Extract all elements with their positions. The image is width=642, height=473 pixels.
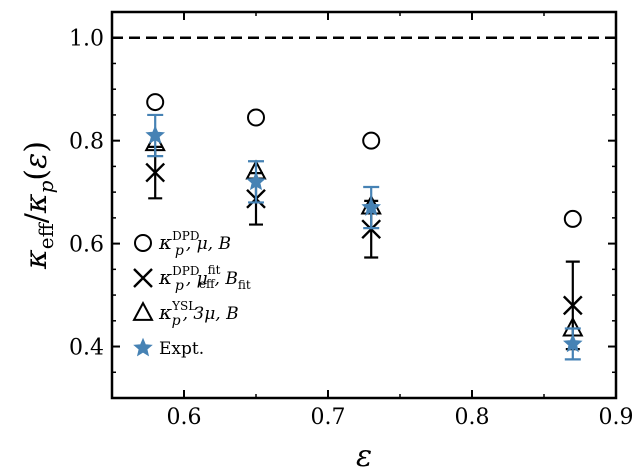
y-tick-label: 0.6 (69, 233, 104, 258)
legend-marker-star (133, 337, 153, 357)
x-tick-label: 0.9 (599, 405, 634, 430)
data-point-circle (563, 209, 582, 228)
y-axis-label: κeff/κp(ε) (19, 141, 58, 270)
data-point-circle (362, 131, 381, 150)
data-point-star (246, 171, 266, 191)
data-point-circle (247, 108, 265, 127)
legend: κDPD p, μ, B κDPD p, μfit eff, Bfit κYSL p, 3μ… (132, 229, 251, 359)
plot-area (112, 36, 616, 361)
axes-frame (110, 10, 618, 400)
legend-label-cross: κDPD p, μfit eff, Bfit (158, 263, 251, 294)
legend-marker-triangle (132, 300, 154, 321)
legend-marker-circle (134, 234, 152, 252)
data-point-cross (562, 295, 583, 316)
legend-item-star: Expt. (133, 337, 204, 359)
y-tick-label: 0.8 (69, 130, 104, 155)
data-point-cross (145, 162, 166, 183)
data-point-star (563, 333, 583, 353)
legend-label-triangle: κYSL p, 3μ, B (158, 299, 239, 329)
y-tick-label: 0.4 (69, 336, 104, 361)
x-tick-label: 0.7 (311, 405, 346, 430)
series-star (145, 113, 583, 361)
y-tick-label: 1.0 (69, 27, 104, 52)
data-point-star (145, 125, 165, 144)
x-tick-label: 0.8 (455, 405, 490, 430)
axes: 0.6 0.7 0.8 0.9 0.4 0.6 0.8 1.0 ε κeff/κp(ε) (19, 10, 634, 473)
legend-label-star: Expt. (159, 339, 204, 359)
data-point-circle (146, 93, 165, 112)
x-tick-label: 0.6 (167, 405, 202, 430)
legend-label-circle: κDPD p, μ, B (158, 229, 231, 259)
x-axis-label: ε (356, 439, 372, 473)
legend-item-triangle: κYSL p, 3μ, B (132, 299, 239, 329)
legend-item-circle: κDPD p, μ, B (134, 229, 231, 259)
series-circle (146, 93, 582, 228)
legend-marker-cross (133, 268, 153, 288)
legend-item-cross: κDPD p, μfit eff, Bfit (133, 263, 251, 294)
data-point-star (361, 197, 382, 216)
